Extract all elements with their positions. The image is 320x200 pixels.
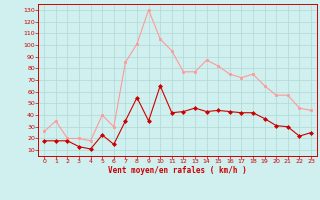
- X-axis label: Vent moyen/en rafales ( km/h ): Vent moyen/en rafales ( km/h ): [108, 166, 247, 175]
